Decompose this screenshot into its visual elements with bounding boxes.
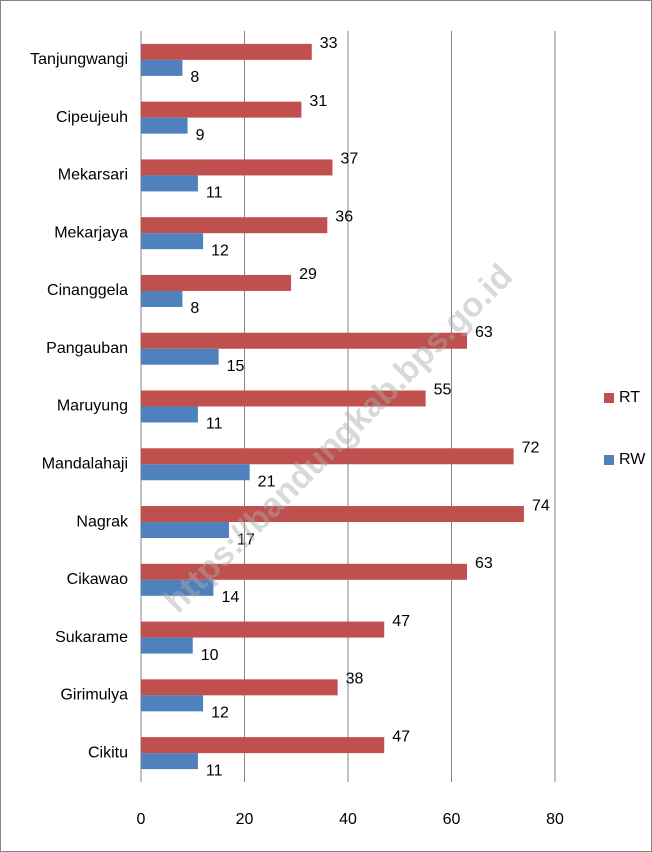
bar [141, 101, 302, 118]
y-tick-label: Mekarsari [58, 167, 128, 184]
bar [141, 579, 214, 596]
bar [141, 233, 204, 250]
data-label: 17 [237, 531, 255, 548]
data-label: 55 [434, 382, 452, 399]
data-label: 21 [258, 473, 276, 490]
data-label: 11 [206, 762, 223, 779]
y-tick-label: Girimulya [60, 687, 128, 704]
legend-label: RW [619, 451, 646, 468]
x-tick-label: 40 [339, 811, 357, 828]
bar [141, 464, 250, 481]
bar [141, 621, 385, 638]
y-tick-label: Cipeujeuh [56, 109, 128, 126]
data-label: 15 [227, 358, 245, 375]
data-label: 12 [211, 242, 229, 259]
y-tick-label: Cikitu [88, 744, 128, 761]
y-tick-label: Maruyung [57, 398, 128, 415]
legend-label: RT [619, 389, 640, 406]
bar [141, 390, 426, 407]
legend-swatch [604, 455, 614, 465]
y-tick-label: Mekarjaya [54, 224, 128, 241]
y-tick-label: Tanjungwangi [30, 51, 128, 68]
y-tick-label: Nagrak [76, 513, 129, 530]
bar [141, 274, 292, 291]
x-tick-label: 80 [546, 811, 564, 828]
data-label: 63 [475, 324, 493, 341]
x-tick-label: 20 [236, 811, 254, 828]
y-tick-label: Cinanggela [47, 282, 128, 299]
bar [141, 348, 219, 365]
bar [141, 506, 524, 523]
data-label: 33 [320, 35, 338, 52]
bar [141, 637, 193, 654]
data-label: 72 [522, 439, 540, 456]
data-label: 47 [392, 728, 410, 745]
bar [141, 59, 183, 76]
data-label: 31 [309, 93, 327, 110]
data-label: 8 [190, 300, 199, 317]
data-label: 47 [392, 613, 410, 630]
bar [141, 448, 514, 465]
y-tick-label: Mandalahaji [42, 455, 128, 472]
data-label: 63 [475, 555, 493, 572]
y-tick-label: Pangauban [46, 340, 128, 357]
bar [141, 679, 338, 696]
legend-swatch [604, 393, 614, 403]
bar [141, 117, 188, 134]
data-label: 9 [196, 127, 205, 144]
bar [141, 43, 312, 60]
data-label: 37 [340, 151, 358, 168]
bar [141, 332, 468, 349]
x-tick-label: 60 [443, 811, 461, 828]
data-label: 11 [206, 185, 223, 202]
bar [141, 563, 468, 580]
bar [141, 217, 328, 234]
data-label: 38 [346, 671, 364, 688]
bar [141, 159, 333, 176]
y-tick-label: Sukarame [55, 629, 128, 646]
data-label: 14 [221, 589, 239, 606]
x-tick-label: 0 [137, 811, 146, 828]
data-label: 36 [335, 208, 353, 225]
bar [141, 290, 183, 307]
bar [141, 175, 198, 192]
data-label: 12 [211, 705, 229, 722]
bar [141, 406, 198, 423]
bar [141, 522, 229, 539]
data-label: 11 [206, 416, 223, 433]
data-label: 10 [201, 647, 219, 664]
data-label: 8 [190, 69, 199, 86]
bar [141, 753, 198, 770]
bar [141, 695, 204, 712]
data-label: 29 [299, 266, 317, 283]
y-tick-label: Cikawao [67, 571, 128, 588]
data-label: 74 [532, 497, 550, 514]
bar [141, 737, 385, 754]
